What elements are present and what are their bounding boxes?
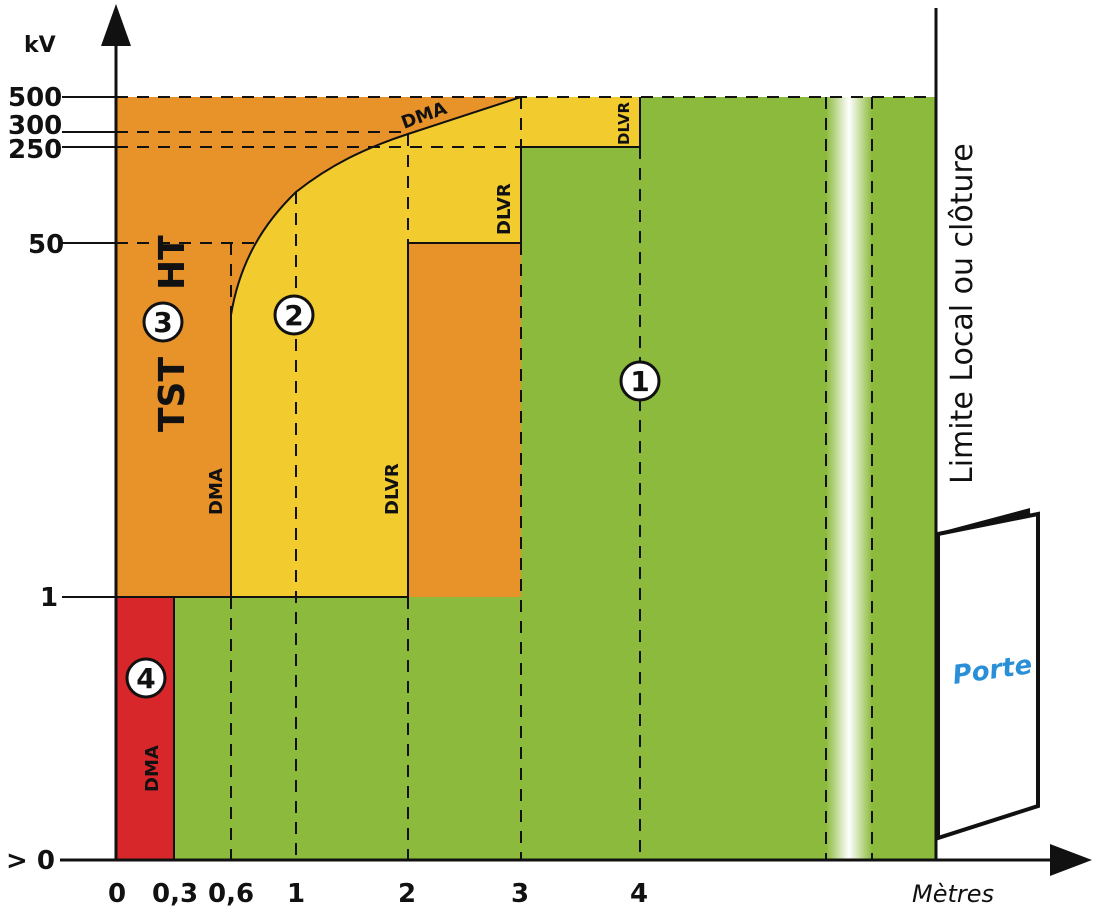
white-band xyxy=(826,97,872,860)
green-floor xyxy=(174,597,408,860)
zone-3-number: 3 xyxy=(153,306,172,339)
y-label-500: 500 xyxy=(8,83,62,113)
zone-1-number: 1 xyxy=(630,365,649,398)
x-unit-label: Mètres xyxy=(912,880,994,908)
tst-label: TST xyxy=(152,357,193,432)
x-label-03: 0,3 xyxy=(152,879,198,909)
yellow-zone xyxy=(231,97,640,597)
zone-4-marker: 4 xyxy=(125,657,167,699)
zone-3-marker: 3 xyxy=(142,301,184,343)
limite-label: Limite Local ou clôture xyxy=(945,143,980,484)
dlvr-top-label: DLVR xyxy=(615,101,633,145)
y-unit-label: kV xyxy=(24,33,56,58)
y-label-250: 250 xyxy=(8,135,62,165)
x-label-4: 4 xyxy=(630,879,648,909)
y-axis-arrow xyxy=(101,4,131,46)
zone-2-marker: 2 xyxy=(273,294,315,336)
zone-1-marker: 1 xyxy=(619,360,661,402)
door xyxy=(936,511,1040,841)
y-label-1: 1 xyxy=(40,583,58,613)
x-label-3: 3 xyxy=(511,879,529,909)
ht-label: HT xyxy=(152,235,193,290)
y-label-zero: > 0 xyxy=(6,846,55,876)
x-label-0: 0 xyxy=(108,879,126,909)
dlvr-mid-label: DLVR xyxy=(494,183,515,235)
zone-4-number: 4 xyxy=(136,662,155,695)
dma-red-label: DMA xyxy=(142,745,163,792)
dlvr-low-label: DLVR xyxy=(382,463,403,515)
red-zone xyxy=(116,597,174,860)
dma-left-label: DMA xyxy=(206,468,227,515)
zone-2-number: 2 xyxy=(284,299,303,332)
y-label-50: 50 xyxy=(28,230,64,260)
x-label-06: 0,6 xyxy=(208,879,254,909)
y-label-300: 300 xyxy=(8,111,62,141)
x-label-2: 2 xyxy=(398,879,416,909)
x-label-1: 1 xyxy=(287,879,305,909)
x-axis-arrow xyxy=(1050,844,1092,876)
